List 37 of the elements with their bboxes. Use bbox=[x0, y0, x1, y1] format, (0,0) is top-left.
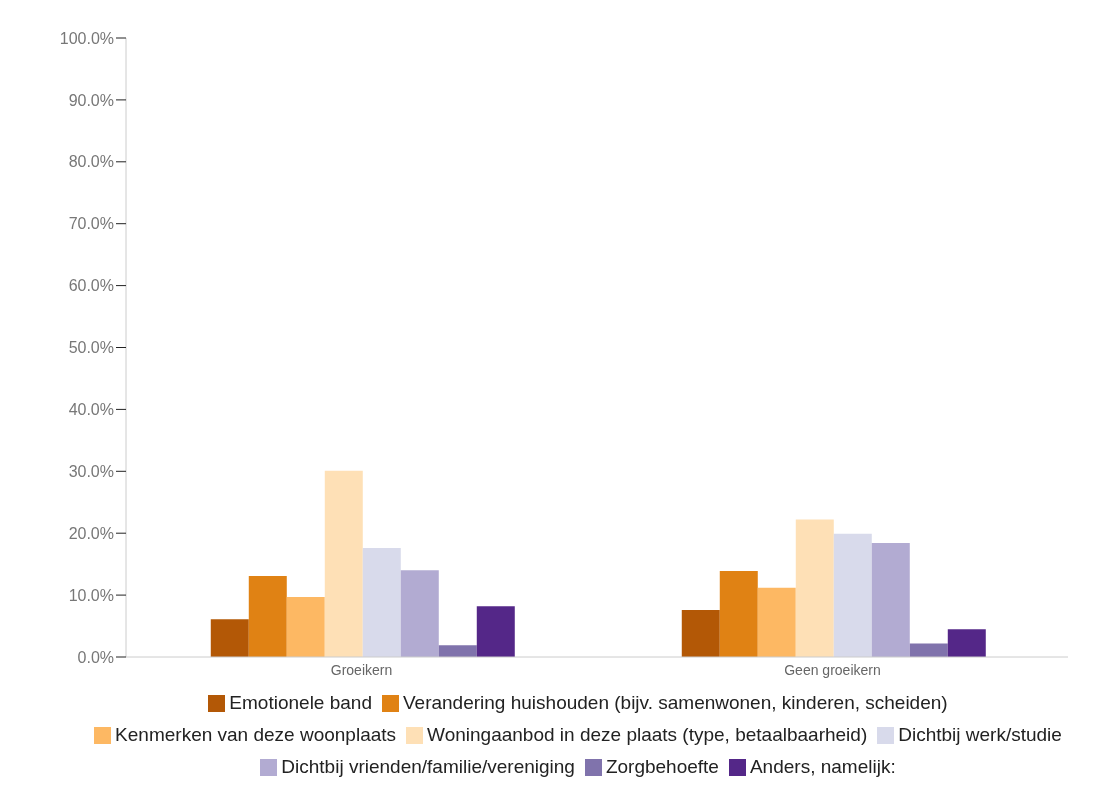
legend-label: Dichtbij werk/studie bbox=[898, 724, 1062, 745]
y-tick-label: 50.0% bbox=[68, 339, 114, 357]
y-tick-label: 70.0% bbox=[68, 215, 114, 233]
bar bbox=[947, 629, 986, 657]
y-tick-label: 100.0% bbox=[59, 29, 114, 47]
y-tick-label: 40.0% bbox=[68, 401, 114, 419]
bar bbox=[362, 548, 401, 657]
bar bbox=[286, 596, 325, 657]
bar bbox=[210, 619, 249, 657]
y-tick-label: 80.0% bbox=[68, 153, 114, 171]
bar bbox=[400, 570, 439, 657]
bar bbox=[833, 533, 872, 657]
y-tick-label: 30.0% bbox=[68, 462, 114, 480]
bar bbox=[476, 606, 515, 657]
y-tick-label: 90.0% bbox=[68, 91, 114, 109]
bar bbox=[248, 575, 287, 657]
bar bbox=[719, 570, 758, 657]
legend-label: Kenmerken van deze woonplaats bbox=[115, 724, 397, 745]
bar bbox=[681, 609, 720, 657]
bar bbox=[324, 470, 363, 657]
y-tick-label: 10.0% bbox=[68, 586, 114, 604]
y-tick-label: 0.0% bbox=[77, 648, 114, 666]
legend-label: Emotionele band bbox=[229, 692, 372, 713]
bar bbox=[909, 643, 948, 657]
x-tick-label: Geen groeikern bbox=[784, 661, 881, 678]
legend-label: Verandering huishouden (bijv. samenwonen, kinderen, scheiden) bbox=[402, 692, 948, 713]
bar bbox=[795, 519, 834, 657]
y-tick-label: 60.0% bbox=[68, 277, 114, 295]
x-tick-label: Groeikern bbox=[330, 661, 393, 678]
legend-label: Anders, namelijk: bbox=[749, 756, 896, 777]
y-tick-label: 20.0% bbox=[68, 524, 114, 542]
bar bbox=[871, 543, 910, 657]
legend-label: Zorgbehoefte bbox=[605, 756, 719, 777]
legend-label: Woningaanbod in deze plaats (type, betaalbaarheid) bbox=[427, 724, 868, 745]
bar bbox=[757, 587, 796, 657]
legend-label: Dichtbij vrienden/familie/vereniging bbox=[281, 756, 575, 777]
bar bbox=[438, 645, 477, 657]
